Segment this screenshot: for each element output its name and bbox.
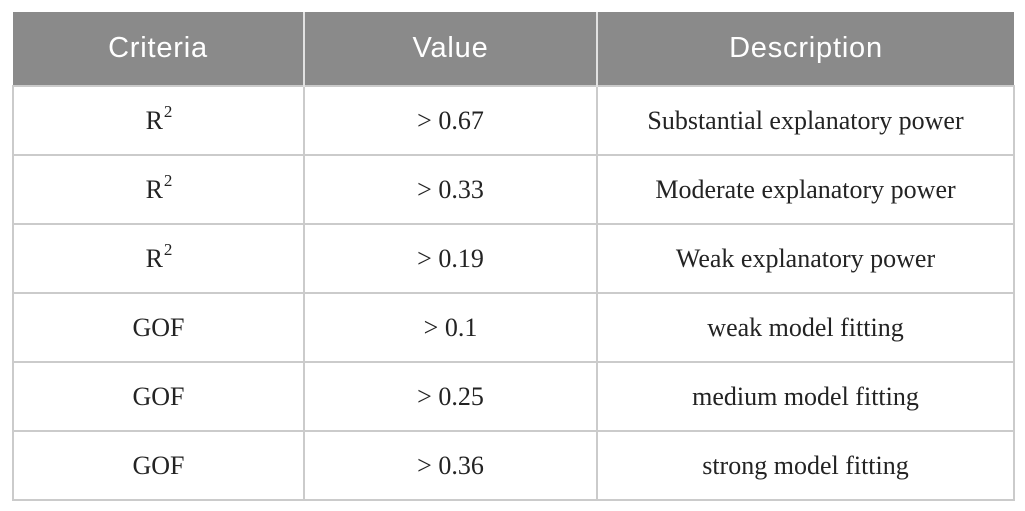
cell-value: > 0.19 — [303, 223, 598, 294]
header-row: Criteria Value Description — [13, 12, 1014, 86]
cell-description: Moderate explanatory power — [596, 154, 1015, 225]
criteria-label: GOF — [132, 312, 185, 342]
criteria-label: R — [145, 174, 163, 204]
cell-criteria: R2 — [12, 223, 305, 294]
cell-value: > 0.1 — [303, 292, 598, 363]
cell-description: Substantial explanatory power — [596, 85, 1015, 156]
cell-criteria: R2 — [12, 154, 305, 225]
cell-description: strong model fitting — [596, 430, 1015, 501]
criteria-superscript: 2 — [163, 101, 173, 121]
criteria-superscript: 2 — [163, 170, 173, 190]
criteria-label: GOF — [132, 450, 185, 480]
criteria-table: Criteria Value Description R2 > 0.67 Subst… — [12, 12, 1015, 501]
table-row: GOF > 0.1 weak model fitting — [12, 292, 1015, 363]
cell-value: > 0.33 — [303, 154, 598, 225]
table-row: R2 > 0.19 Weak explanatory power — [12, 223, 1015, 294]
cell-description: medium model fitting — [596, 361, 1015, 432]
table-row: R2 > 0.67 Substantial explanatory power — [12, 85, 1015, 156]
criteria-label: GOF — [132, 381, 185, 411]
table-row: GOF > 0.36 strong model fitting — [12, 430, 1015, 501]
header-description: Description — [597, 12, 1014, 86]
criteria-label: R — [145, 243, 163, 273]
cell-value: > 0.67 — [303, 85, 598, 156]
criteria-superscript: 2 — [163, 239, 173, 259]
cell-criteria: GOF — [12, 430, 305, 501]
table-row: R2 > 0.33 Moderate explanatory power — [12, 154, 1015, 225]
cell-description: weak model fitting — [596, 292, 1015, 363]
cell-value: > 0.36 — [303, 430, 598, 501]
criteria-label: R — [145, 105, 163, 135]
cell-value: > 0.25 — [303, 361, 598, 432]
table-row: GOF > 0.25 medium model fitting — [12, 361, 1015, 432]
header-value: Value — [304, 12, 598, 86]
cell-criteria: GOF — [12, 361, 305, 432]
cell-description: Weak explanatory power — [596, 223, 1015, 294]
cell-criteria: GOF — [12, 292, 305, 363]
cell-criteria: R2 — [12, 85, 305, 156]
paper-table-figure: Criteria Value Description R2 > 0.67 Subst… — [12, 12, 1015, 501]
header-criteria: Criteria — [13, 12, 305, 86]
